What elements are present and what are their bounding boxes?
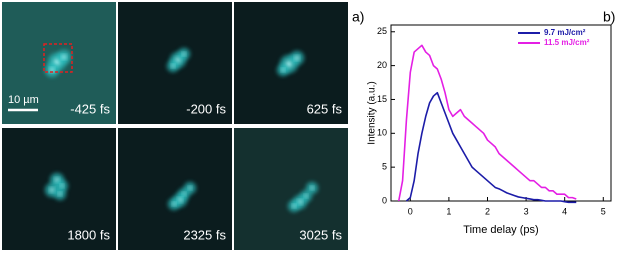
glow-core <box>50 188 54 192</box>
x-tick-label: 2 <box>485 206 490 216</box>
image-label: -425 fs <box>70 101 110 116</box>
scale-bar-label: 10 µm <box>8 94 39 106</box>
series-line <box>397 44 577 202</box>
x-axis-label: Time delay (ps) <box>463 224 538 236</box>
glow-core <box>50 68 54 72</box>
glow-core <box>171 64 175 68</box>
image-label: 3025 fs <box>299 227 342 242</box>
panel-label: b) <box>603 9 615 25</box>
glow-core <box>175 57 181 63</box>
image-label: 2325 fs <box>183 227 226 242</box>
image-tile <box>118 128 232 250</box>
glow-core <box>292 204 296 208</box>
y-axis-label: Intensity (a.u.) <box>367 81 378 144</box>
glow-core <box>62 55 66 59</box>
glow-core <box>188 186 192 190</box>
image-label: 625 fs <box>307 101 343 116</box>
y-tick-label: 25 <box>377 26 387 36</box>
image-label: -200 fs <box>186 101 226 116</box>
legend-label: 9.7 mJ/cm² <box>544 28 586 37</box>
region-box <box>43 43 73 73</box>
y-tick-label: 0 <box>382 195 387 205</box>
x-tick-label: 4 <box>562 206 567 216</box>
glow-core <box>172 202 176 206</box>
series-line <box>405 91 577 204</box>
image-label: 1800 fs <box>67 227 110 242</box>
glow-core <box>55 178 59 182</box>
panel-label: a) <box>352 9 364 25</box>
glow-core <box>295 56 299 60</box>
glow-core <box>281 68 285 72</box>
image-tile <box>234 128 348 250</box>
image-panels: -425 fs -200 fs 625 fs 1800 fs 2325 fs 3025 f… <box>2 2 348 250</box>
y-tick-label: 15 <box>377 94 387 104</box>
glow-core <box>304 194 308 198</box>
glow-core <box>286 61 292 67</box>
y-tick-label: 10 <box>377 128 387 138</box>
x-tick-label: 1 <box>446 206 451 216</box>
plot-frame <box>390 24 612 202</box>
glow-core <box>310 186 314 190</box>
y-tick-label: 5 <box>382 162 387 172</box>
x-tick-label: 3 <box>524 206 529 216</box>
y-tick-label: 20 <box>377 60 387 70</box>
x-tick-label: 0 <box>408 206 413 216</box>
legend-label: 11.5 mJ/cm² <box>544 38 590 47</box>
x-tick-label: 5 <box>601 206 606 216</box>
glow-core <box>60 184 64 188</box>
glow-core <box>58 192 62 196</box>
glow-core <box>182 52 186 56</box>
